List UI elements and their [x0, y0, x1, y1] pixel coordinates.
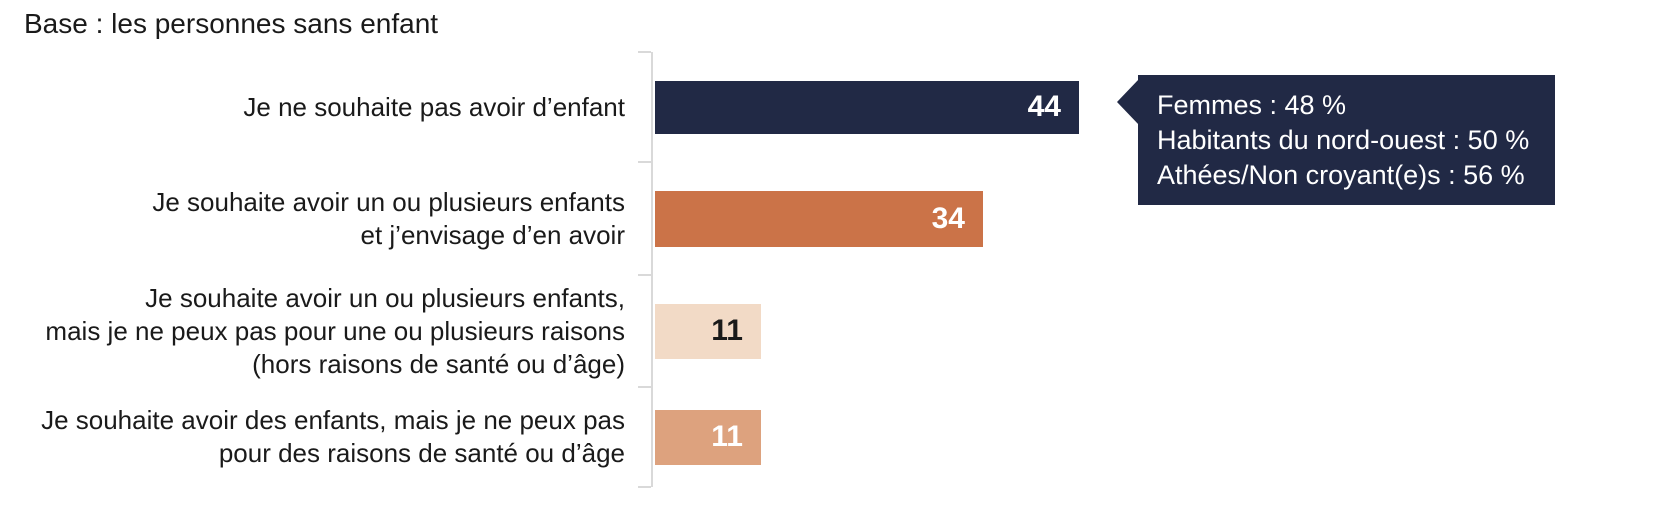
category-label: Je souhaite avoir un ou plusieurs enfant… [45, 282, 625, 379]
plot-cell: 34 [638, 161, 1664, 275]
callout-arrow-left-icon [1117, 79, 1139, 125]
bar-value: 11 [711, 314, 743, 347]
chart-row: Je souhaite avoir un ou plusieurs enfant… [0, 161, 1664, 275]
plot-cell: 11 [638, 274, 1664, 387]
plot-cell: 11 [638, 386, 1664, 488]
bar-value: 34 [931, 201, 965, 235]
annotation-callout: Femmes : 48 % Habitants du nord-ouest : … [1117, 75, 1555, 205]
bar: 44 [655, 80, 1079, 134]
annotation-line: Femmes : 48 % [1157, 90, 1347, 120]
annotation-line: Habitants du nord-ouest : 50 % [1157, 125, 1530, 155]
bar-value: 11 [711, 420, 743, 453]
bar-value: 44 [1027, 90, 1061, 123]
annotation-line: Athées/Non croyant(e)s : 56 % [1157, 160, 1525, 190]
bar: 11 [655, 303, 761, 359]
category-label: Je ne souhaite pas avoir d’enfant [243, 91, 625, 122]
category-label: Je souhaite avoir un ou plusieurs enfant… [152, 186, 625, 250]
bar: 34 [655, 190, 983, 247]
bar: 11 [655, 409, 761, 465]
chart-row: Je souhaite avoir un ou plusieurs enfant… [0, 274, 1664, 387]
plot-cell: 44 [638, 51, 1664, 162]
chart-row: Je souhaite avoir des enfants, mais je n… [0, 386, 1664, 488]
plot-area: Je ne souhaite pas avoir d’enfant 44 Je so… [0, 51, 1664, 488]
category-label: Je souhaite avoir des enfants, mais je n… [41, 405, 625, 468]
chart-row: Je ne souhaite pas avoir d’enfant 44 [0, 51, 1664, 162]
chart-title: Base : les personnes sans enfant [24, 8, 439, 39]
